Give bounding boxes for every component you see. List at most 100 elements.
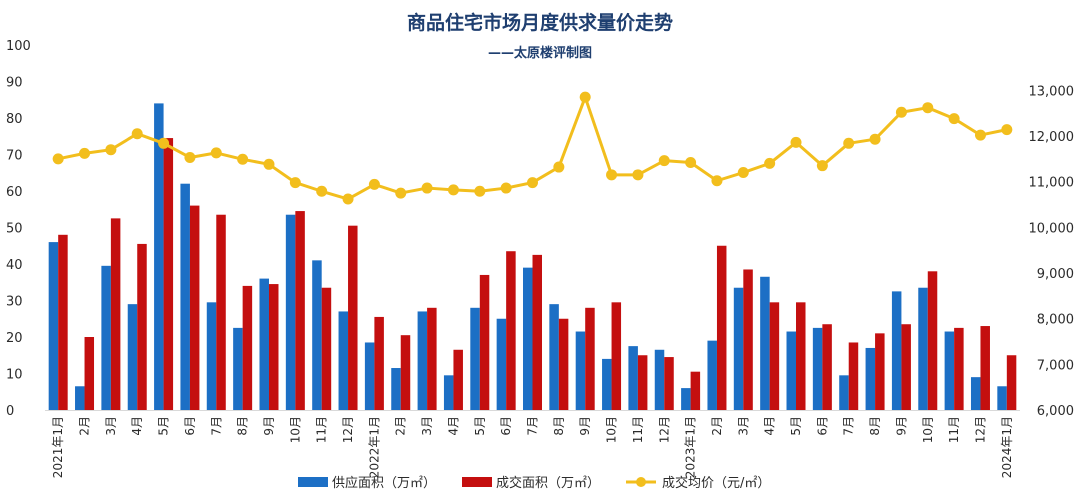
x-tick-label: 12月	[341, 416, 355, 443]
deal-bar	[716, 245, 727, 410]
left-tick-label: 10	[6, 368, 23, 383]
x-tick-label: 2月	[78, 416, 92, 436]
deal-bar	[1006, 355, 1017, 410]
x-tick-label: 2023年1月	[684, 416, 698, 478]
price-point	[79, 147, 91, 159]
x-tick-label: 10月	[605, 416, 619, 443]
price-point	[131, 128, 143, 140]
supply-bar	[364, 342, 375, 410]
supply-bar	[496, 318, 507, 410]
price-point	[158, 137, 170, 149]
supply-bar	[285, 214, 296, 410]
price-point	[816, 160, 828, 172]
supply-bar	[575, 331, 586, 410]
left-tick-label: 80	[6, 112, 23, 127]
price-point	[790, 136, 802, 148]
deal-bar	[506, 251, 516, 410]
supply-bar	[891, 291, 902, 411]
x-tick-label: 9月	[578, 416, 592, 436]
left-tick-label: 0	[6, 404, 14, 419]
deal-bar	[558, 318, 569, 410]
price-point	[553, 161, 565, 173]
supply-bar	[101, 265, 111, 410]
deal-bar	[374, 316, 384, 410]
supply-bar	[154, 103, 164, 411]
x-tick-label: 12月	[973, 416, 987, 443]
x-tick-label: 12月	[657, 416, 671, 443]
price-point	[658, 155, 670, 167]
supply-bar	[812, 327, 823, 411]
supply-bar	[602, 358, 612, 410]
price-point	[474, 185, 486, 197]
legend-label-price: 成交均价（元/㎡）	[662, 475, 770, 491]
right-tick-label: 9,000	[1037, 267, 1074, 282]
price-point	[368, 178, 380, 190]
supply-bar	[443, 375, 454, 410]
supply-bar	[944, 331, 955, 410]
x-axis-labels: 2021年1月 2月 3月 4月 5月 6月 7月 8月 9月 10月 11月 12月 2022年1月 2…	[51, 416, 1014, 478]
deal-bar	[163, 138, 174, 410]
price-point	[869, 133, 881, 145]
supply-bar	[970, 377, 981, 410]
deal-bar	[690, 371, 701, 410]
right-tick-label: 13,000	[1029, 84, 1075, 99]
price-point	[632, 169, 644, 181]
deal-bar	[637, 355, 648, 410]
deal-bar	[242, 285, 253, 410]
x-tick-label: 8月	[552, 416, 566, 436]
x-tick-label: 4月	[130, 416, 144, 436]
price-point	[289, 177, 301, 189]
supply-bar	[549, 304, 559, 410]
supply-bar	[48, 242, 59, 410]
supply-bar	[997, 386, 1007, 410]
x-tick-label: 5月	[473, 416, 487, 436]
right-tick-label: 6,000	[1037, 404, 1074, 419]
price-point	[974, 129, 986, 141]
x-tick-label: 7月	[842, 416, 856, 436]
deal-bar	[585, 307, 595, 410]
price-point	[711, 175, 723, 187]
price-line	[52, 91, 1013, 205]
x-tick-label: 11月	[315, 416, 329, 443]
price-point	[737, 167, 749, 179]
deal-bar	[822, 324, 832, 410]
deal-bar	[400, 335, 411, 410]
supply-bar	[233, 327, 243, 411]
supply-bar	[180, 183, 190, 410]
x-tick-label: 8月	[236, 416, 250, 436]
price-point	[105, 144, 117, 156]
price-point	[421, 182, 433, 194]
supply-bar	[391, 368, 401, 410]
chart-subtitle: ——太原楼评制图	[488, 45, 592, 61]
x-tick-label: 4月	[763, 416, 777, 436]
deal-bar	[927, 271, 938, 410]
x-tick-label: 3月	[736, 416, 750, 436]
deal-bar	[743, 269, 753, 410]
x-tick-label: 2021年1月	[51, 416, 65, 478]
supply-bar	[470, 307, 480, 410]
legend-label-deal: 成交面积（万㎡）	[496, 475, 600, 491]
deal-bar	[268, 284, 279, 410]
x-tick-label: 10月	[921, 416, 935, 443]
price-point	[342, 193, 354, 205]
price-point	[52, 153, 64, 165]
x-tick-label: 6月	[499, 416, 513, 436]
left-tick-label: 40	[6, 258, 23, 273]
price-point	[184, 151, 196, 163]
supply-bar	[628, 346, 638, 411]
left-axis-ticks: 0 10 20 30 40 50 60 70 80 90 100	[6, 39, 31, 419]
price-point	[316, 185, 328, 197]
price-point	[948, 113, 960, 125]
supply-bar	[312, 260, 322, 410]
deal-bar	[769, 302, 780, 410]
price-point	[685, 156, 697, 168]
x-tick-label: 2024年1月	[1000, 416, 1014, 478]
left-tick-label: 30	[6, 295, 23, 310]
right-axis-ticks: 6,000 7,000 8,000 9,000 10,000 11,000 12,000 13…	[1029, 84, 1075, 419]
price-point	[395, 187, 407, 199]
supply-bar	[786, 331, 797, 410]
supply-bar	[654, 349, 665, 410]
right-tick-label: 11,000	[1029, 176, 1075, 191]
supply-bar	[75, 386, 85, 410]
